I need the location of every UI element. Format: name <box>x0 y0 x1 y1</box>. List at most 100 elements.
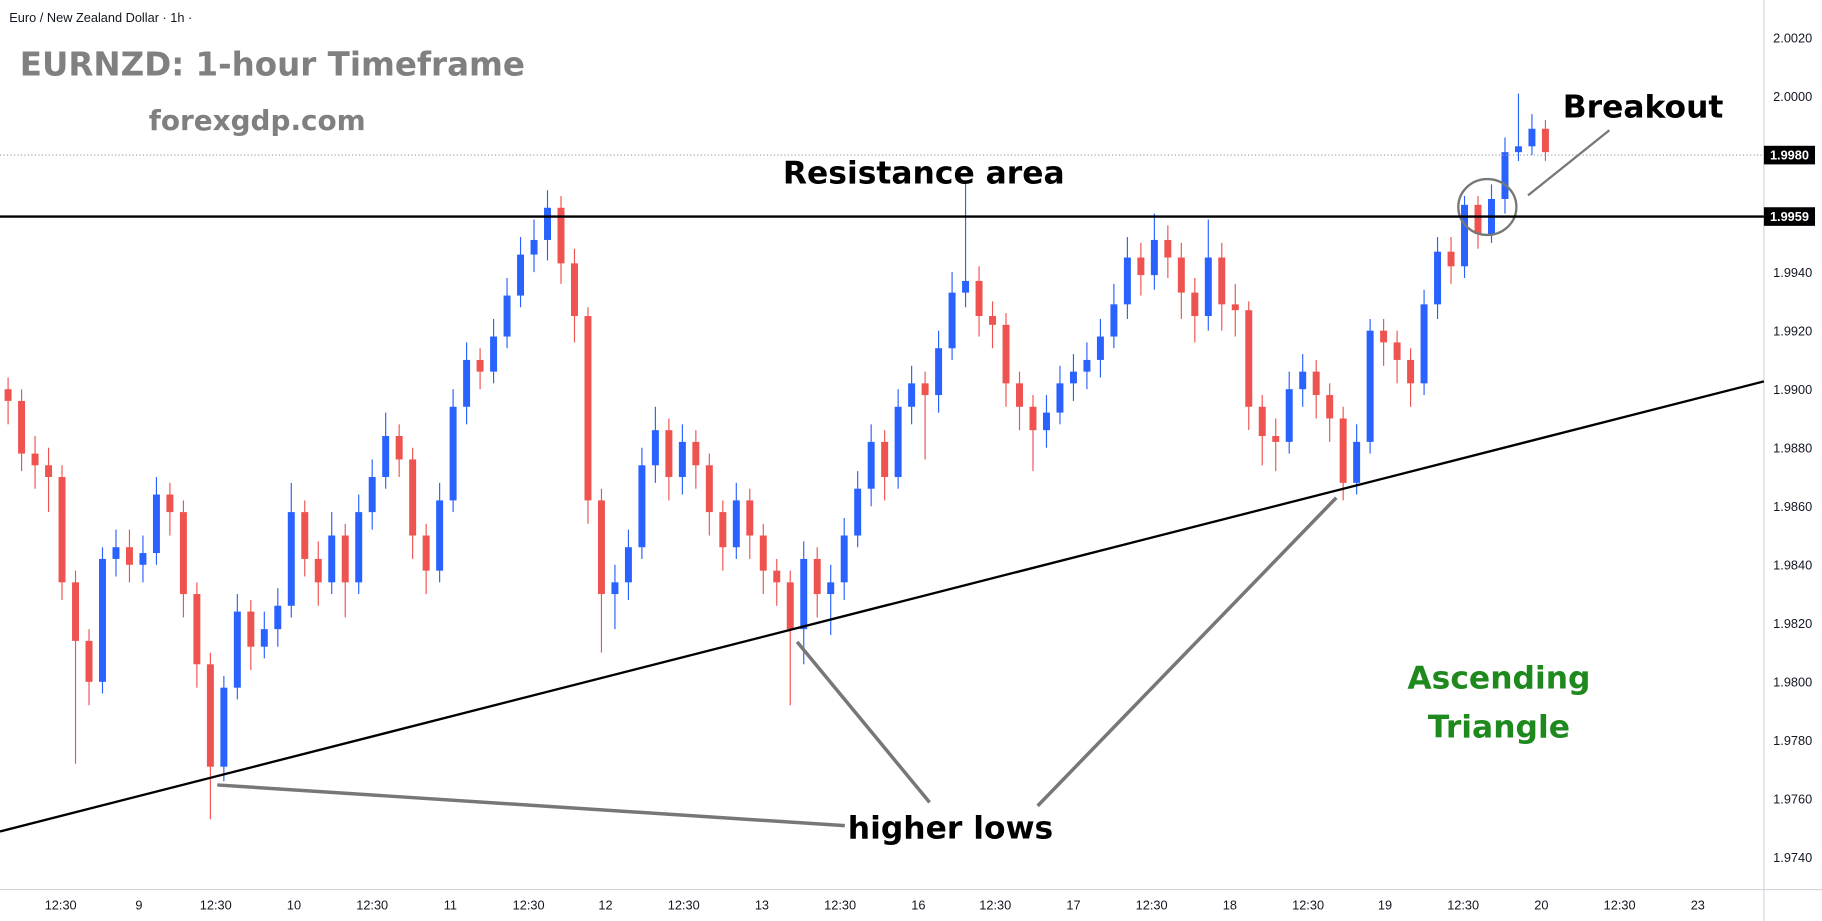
candle-body <box>881 441 889 477</box>
x-tick-label: 9 <box>135 897 142 912</box>
candle-body <box>58 476 66 583</box>
x-tick-label: 12:30 <box>1447 897 1479 912</box>
candle-body <box>1231 304 1239 311</box>
annotation: Breakout <box>1563 89 1724 125</box>
candle-body <box>732 500 740 548</box>
candle-body <box>1069 371 1077 384</box>
candle-body <box>1312 371 1320 396</box>
x-tick-label: 12:30 <box>1604 897 1636 912</box>
candle-body <box>665 430 673 477</box>
y-tick-label: 2.0020 <box>1773 31 1812 46</box>
candle-body <box>382 436 390 477</box>
y-tick-label: 1.9820 <box>1773 616 1812 631</box>
candle-body <box>1474 204 1482 235</box>
price-label: 1.9959 <box>1770 209 1809 224</box>
candle-body <box>206 664 214 767</box>
candle-body <box>1285 389 1293 442</box>
candle-body <box>18 400 26 454</box>
candle-body <box>1528 128 1536 147</box>
candle-body <box>611 582 619 595</box>
x-tick-label: 16 <box>911 897 925 912</box>
candle-body <box>948 292 956 349</box>
candle-body <box>1272 436 1280 442</box>
x-tick-label: 10 <box>287 897 301 912</box>
x-tick-label: 23 <box>1691 897 1705 912</box>
x-tick-label: 12:30 <box>1292 897 1324 912</box>
candle-body <box>1002 324 1010 384</box>
candle-body <box>436 500 444 571</box>
candle-body <box>813 558 821 595</box>
x-tick-label: 12:30 <box>356 897 388 912</box>
candle-body <box>1204 257 1212 317</box>
candle-body <box>840 535 848 583</box>
candle-body <box>409 459 417 536</box>
candle-body <box>678 441 686 477</box>
candle-body <box>72 582 80 641</box>
y-tick-label: 1.9900 <box>1773 382 1812 397</box>
candle-body <box>355 512 363 583</box>
y-tick-label: 1.9780 <box>1773 733 1812 748</box>
candle-body <box>112 547 120 559</box>
candle-body <box>1353 441 1361 483</box>
candle-body <box>422 535 430 571</box>
candle-body <box>503 295 511 337</box>
candle-body <box>800 558 808 630</box>
candle-body <box>827 582 835 595</box>
chart-subtitle: forexgdp.com <box>149 104 366 137</box>
candle-body <box>1393 342 1401 360</box>
annotation: Ascending <box>1407 660 1590 696</box>
x-tick-label: 20 <box>1534 897 1548 912</box>
candle-body <box>45 465 53 477</box>
candle-body <box>975 280 983 317</box>
candle-body <box>597 500 605 595</box>
candle-body <box>193 594 201 665</box>
x-tick-label: 11 <box>444 897 457 912</box>
candle-body <box>1150 239 1158 276</box>
candle-body <box>1447 251 1455 267</box>
candle-body <box>773 570 781 583</box>
candle-body <box>1407 359 1415 384</box>
candle-body <box>1137 257 1145 276</box>
y-tick-label: 1.9920 <box>1773 323 1812 338</box>
pointer-line <box>795 640 931 804</box>
y-tick-label: 1.9860 <box>1773 499 1812 514</box>
candle-body <box>1501 152 1509 199</box>
x-tick-label: 12:30 <box>824 897 856 912</box>
x-tick-label: 12:30 <box>200 897 232 912</box>
support-trend-line <box>0 380 1765 833</box>
candle-body <box>570 263 578 317</box>
candle-body <box>314 558 322 583</box>
candle-body <box>179 512 187 595</box>
annotation: Triangle <box>1428 709 1570 745</box>
candle-body <box>166 494 174 513</box>
symbol-header: Euro / New Zealand Dollar · 1h · <box>9 10 192 25</box>
candle-body <box>4 389 12 401</box>
candle-body <box>1420 304 1428 384</box>
candle-body <box>1110 304 1118 337</box>
candle-body <box>517 254 525 296</box>
pointer-line <box>217 783 845 828</box>
candle-body <box>867 441 875 489</box>
candle-body <box>989 316 997 325</box>
candle-body <box>1258 406 1266 437</box>
x-tick-label: 13 <box>755 897 769 912</box>
candle-body <box>921 383 929 396</box>
y-tick-label: 1.9940 <box>1773 265 1812 280</box>
candle-body <box>1096 336 1104 360</box>
candle-body <box>759 535 767 571</box>
y-tick-label: 1.9840 <box>1773 557 1812 572</box>
candle-body <box>746 500 754 536</box>
x-tick-label: 12:30 <box>513 897 545 912</box>
candle-body <box>152 494 160 554</box>
candle-body <box>1016 383 1023 407</box>
candle-body <box>908 383 916 407</box>
candle-body <box>1177 257 1185 293</box>
candle-body <box>1434 251 1442 305</box>
candle-body <box>247 611 255 647</box>
candle-body <box>557 207 565 264</box>
candle-body <box>476 359 484 372</box>
candle-body <box>490 336 498 372</box>
candle-body <box>31 453 39 466</box>
annotation: Resistance area <box>783 156 1065 192</box>
